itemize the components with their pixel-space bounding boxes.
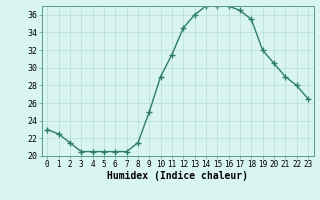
- X-axis label: Humidex (Indice chaleur): Humidex (Indice chaleur): [107, 171, 248, 181]
